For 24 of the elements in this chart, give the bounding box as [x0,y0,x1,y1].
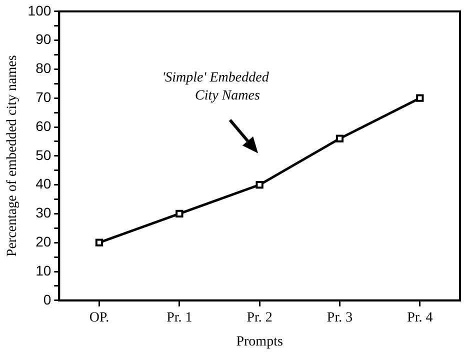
x-tick-label: Pr. 2 [246,310,272,326]
x-axis-title: Prompts [236,334,283,350]
y-tick-label: 90 [36,31,52,48]
y-tick-label: 10 [36,262,52,278]
point [336,134,344,142]
point [256,180,264,189]
y-tick-label: 30 [36,204,52,221]
y-tick-label: 20 [36,233,52,250]
y-tick-label: 40 [36,176,52,192]
y-tick-label: 100 [28,2,52,18]
point [176,210,184,218]
y-tick-label: 60 [36,118,52,134]
y-tick-label: 70 [36,88,52,105]
point [416,94,424,102]
x-tick-label: Pr. 3 [326,310,353,326]
y-axis-title: Percentage of embedded city names [5,55,20,257]
x-tick-label: OP. [89,310,110,326]
x-tick-label: Pr. 4 [407,310,433,326]
x-tick-label: Pr. 1 [166,310,192,326]
annotation: 'Simple' Embedded City Names [162,70,270,104]
y-tick-label: 50 [36,146,52,163]
point [95,238,104,246]
y-tick-label: 0 [43,291,52,308]
y-tick-label: 80 [36,60,52,76]
